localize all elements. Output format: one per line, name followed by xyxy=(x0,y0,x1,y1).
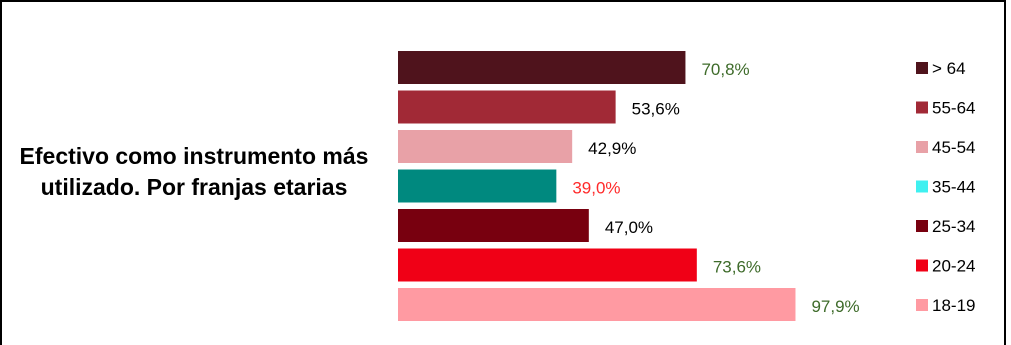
data-label-1: 53,6% xyxy=(632,100,680,119)
bar-1 xyxy=(398,90,616,124)
legend-swatch-3 xyxy=(916,180,928,193)
legend-label-4: 25-34 xyxy=(932,217,975,236)
legend-label-1: 55-64 xyxy=(932,99,975,118)
bar-0 xyxy=(398,51,686,84)
legend-swatch-5 xyxy=(916,259,928,272)
bar-3 xyxy=(398,169,557,203)
legend-swatch-1 xyxy=(916,101,928,114)
bar-4 xyxy=(398,209,589,242)
legend-swatch-4 xyxy=(916,220,928,232)
data-label-2: 42,9% xyxy=(588,139,636,158)
data-label-3: 39,0% xyxy=(572,179,620,198)
legend-label-5: 20-24 xyxy=(932,257,975,276)
data-label-6: 97,9% xyxy=(811,297,859,316)
data-label-4: 47,0% xyxy=(605,218,653,237)
legend-label-6: 18-19 xyxy=(932,296,975,315)
bar-6 xyxy=(398,288,796,321)
legend-label-3: 35-44 xyxy=(932,178,975,197)
legend-label-0: > 64 xyxy=(932,59,966,78)
data-label-5: 73,6% xyxy=(713,258,761,277)
legend-swatch-2 xyxy=(916,141,928,153)
data-label-0: 70,8% xyxy=(701,60,749,79)
bar-5 xyxy=(398,248,697,282)
legend-label-2: 45-54 xyxy=(932,138,975,157)
bar-2 xyxy=(398,130,573,163)
chart-title: Efectivo como instrumento más utilizado.… xyxy=(19,143,369,200)
legend-swatch-0 xyxy=(916,62,928,74)
legend-swatch-6 xyxy=(916,299,928,311)
